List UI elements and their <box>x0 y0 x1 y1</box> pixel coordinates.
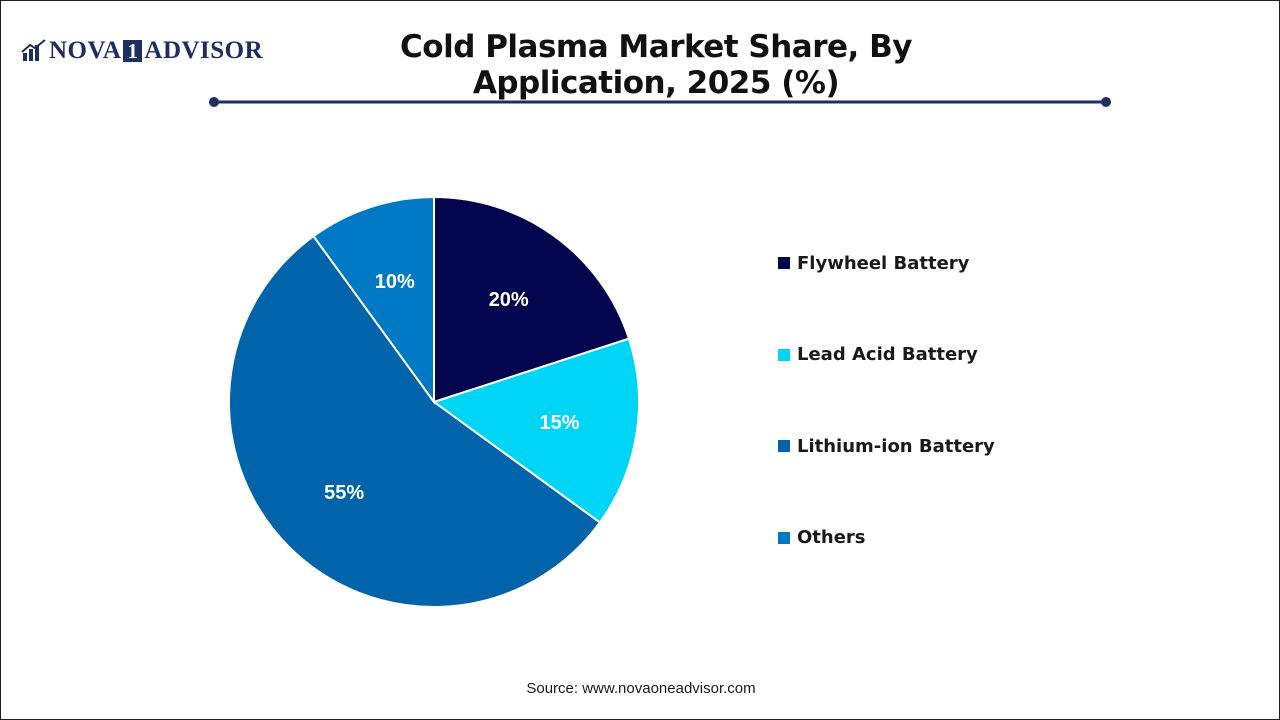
legend-label: Lithium-ion Battery <box>797 435 995 457</box>
title-divider <box>209 97 1111 107</box>
legend-label: Others <box>797 527 866 548</box>
bar-chart-icon <box>21 39 46 61</box>
chart-title: Cold Plasma Market Share, By Application… <box>400 29 912 101</box>
data-label-flywheel-battery: 20% <box>489 289 529 311</box>
legend-label: Lead Acid Battery <box>797 344 978 365</box>
legend-swatch <box>778 440 790 452</box>
pie-slice-others <box>312 195 435 406</box>
legend-swatch <box>778 348 790 361</box>
brand-logo: NOVA 1 ADVISOR <box>21 37 263 65</box>
source-note: Source: www.novaoneadvisor.com <box>526 680 756 697</box>
legend-label: Flywheel Battery <box>797 252 970 274</box>
data-label-lead-acid-battery: 15% <box>540 412 580 434</box>
logo-text-box: 1 <box>123 40 143 62</box>
legend-swatch <box>778 257 790 269</box>
data-label-others: 10% <box>375 271 415 293</box>
pie-slice-flywheel-battery <box>433 195 631 404</box>
legend-item-flywheel-battery: Flywheel Battery <box>778 249 995 277</box>
chart-legend: Flywheel Battery Lead Acid Battery Lithi… <box>778 249 995 615</box>
pie-slice-lead-acid-battery <box>431 337 640 524</box>
logo-text-right: ADVISOR <box>144 37 264 64</box>
logo-text-left: NOVA <box>49 37 122 64</box>
legend-swatch <box>778 531 790 544</box>
pie-slice-lithium-ion-battery <box>228 234 602 608</box>
legend-item-others: Others <box>778 524 995 552</box>
pie-chart: 20% 15% 55% 10% <box>228 195 640 608</box>
data-label-lithium-ion-battery: 55% <box>324 482 364 504</box>
legend-item-lithium-ion-battery: Lithium-ion Battery <box>778 432 995 460</box>
legend-item-lead-acid-battery: Lead Acid Battery <box>778 341 995 369</box>
